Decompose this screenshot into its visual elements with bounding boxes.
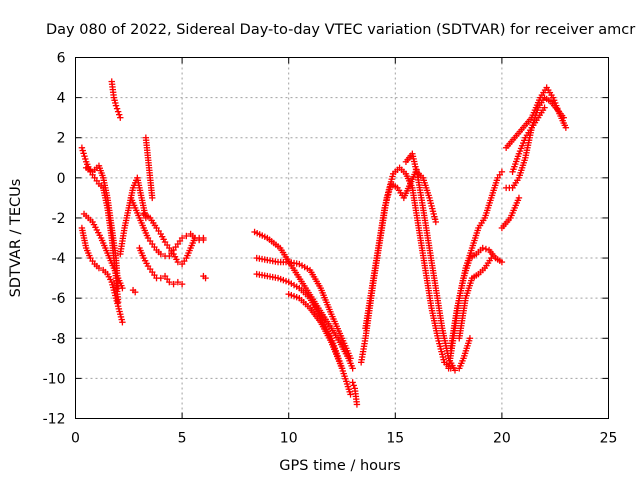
y-tick-label: 4 [57,91,66,107]
data-point [347,355,354,362]
data-point [178,280,186,288]
series-arc9 [136,244,186,288]
series-arc19 [362,166,459,374]
data-point [562,124,570,131]
data-point [157,274,164,282]
data-point [78,144,86,151]
series-arc12 [200,272,209,282]
data-point [174,258,182,266]
axis-ticks [75,57,609,419]
data-point [195,234,203,242]
data-point [451,367,459,374]
data-point [353,401,361,408]
data-point [112,102,120,109]
data-point [183,232,190,240]
data-point [350,382,357,389]
data-point [498,168,506,176]
data-point [114,108,122,115]
series-arc28 [509,104,548,176]
y-tick-label: -6 [52,291,66,307]
data-point [82,155,89,163]
data-point [166,278,173,286]
series-arc27 [502,84,570,151]
data-point [114,298,122,306]
x-tick-label: 20 [493,431,511,447]
data-point [79,147,86,154]
y-tick-label: -4 [52,251,66,267]
y-tick-label: -2 [52,211,66,227]
data-point [515,194,523,202]
series-arc14 [253,254,354,362]
series-arc7 [127,194,207,260]
data-point [200,236,207,244]
series-arc1 [78,224,126,326]
data-point [119,319,126,326]
data-point [432,218,440,226]
data-point [174,278,182,286]
series-arc16 [285,290,354,398]
data-point [202,274,209,282]
data-point [114,284,122,292]
chart-title: Day 080 of 2022, Sidereal Day-to-day VTE… [46,22,635,38]
series-arc20 [402,150,440,226]
y-axis-label: SDTVAR / TECUs [8,179,24,298]
tick-labels: 0 5 10 15 20 25 -12 -10 -8 -6 -4 -2 0 2 4 6 [43,51,618,447]
series-arc22 [447,244,506,352]
data-point [349,379,356,386]
data-point [482,245,490,253]
series-arc4 [82,162,122,292]
x-tick-label: 15 [386,431,404,447]
series-arc11 [129,286,139,296]
x-axis-label: GPS time / hours [279,458,400,474]
y-tick-label: 2 [57,131,66,147]
series-arc23 [456,254,495,342]
data-point [131,288,139,296]
series-arc17 [349,379,361,408]
data-points [78,78,570,408]
series-arc10 [142,134,156,202]
y-tick-label: -10 [43,371,66,387]
x-tick-label: 5 [178,431,187,447]
series-arc24 [456,335,474,372]
data-point [349,365,356,372]
data-point [116,111,123,118]
x-tick-label: 10 [280,431,298,447]
grid-lines [75,57,609,419]
data-point [95,264,103,272]
data-point [81,152,88,160]
y-tick-label: 6 [57,51,66,67]
series-arc13 [251,228,356,372]
data-point [488,254,495,262]
data-point [178,234,186,242]
x-tick-label: 0 [71,431,80,447]
data-point [149,194,156,202]
data-point [479,244,486,252]
x-tick-label: 25 [600,431,618,447]
y-tick-label: -12 [43,412,66,428]
series-arc5 [108,78,124,121]
y-tick-label: 0 [57,171,66,187]
data-point [117,114,124,121]
y-tick-label: -8 [52,331,66,347]
data-point [170,280,177,288]
data-point [113,105,121,112]
data-point [347,391,354,398]
series-arc8 [140,210,207,268]
data-point [498,258,506,266]
data-point [541,104,548,111]
data-point [157,250,164,258]
data-point [466,335,474,342]
plot-frame [75,57,609,419]
series-arc25 [498,194,523,232]
data-point [80,150,87,157]
